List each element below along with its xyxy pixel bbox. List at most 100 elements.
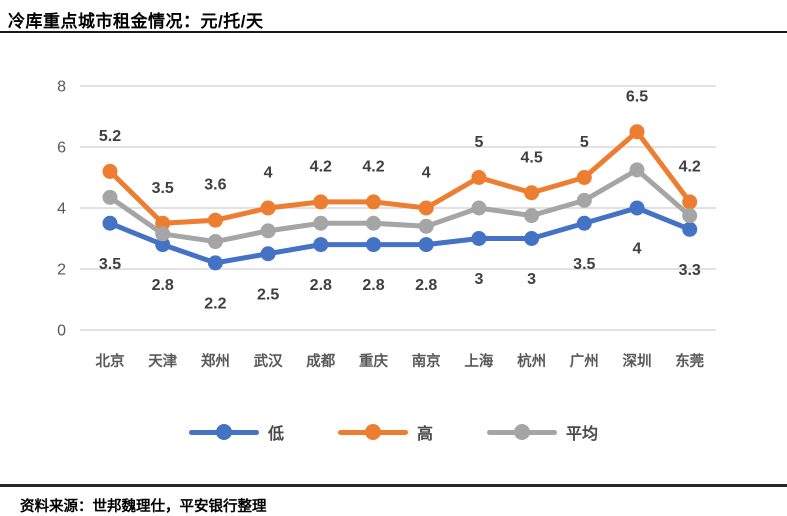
- data-label: 3.6: [204, 177, 226, 194]
- x-category-label: 武汉: [254, 352, 283, 370]
- legend-line-marker-high: [337, 424, 408, 440]
- data-point-marker: [629, 200, 645, 216]
- data-point-marker: [260, 200, 276, 216]
- y-tick-label: 4: [57, 201, 66, 218]
- data-point-marker: [418, 237, 434, 253]
- data-label: 3.5: [152, 180, 174, 197]
- series-高: 5.2 3.5 3.6 4 4.2 4.2 4 5 4.5 5 6.5 4.2: [99, 88, 701, 231]
- data-point-marker: [366, 215, 381, 231]
- rent-line-chart: 0 2 4 6 8 北京 天津 郑州 武汉 成都 重庆 南京 上海 杭州 广州 深圳 东莞 3.5 2.8 2.2 2.…: [57, 79, 716, 370]
- data-label: 5: [580, 134, 589, 151]
- data-point-marker: [471, 170, 487, 185]
- data-label: 2.8: [310, 277, 332, 294]
- data-point-marker: [418, 218, 434, 234]
- data-point-marker: [207, 212, 223, 228]
- data-label: 4.2: [679, 158, 701, 175]
- data-point-marker: [207, 234, 223, 250]
- legend-item-low: 低: [188, 420, 284, 444]
- legend-item-high: 高: [337, 420, 433, 444]
- x-category-label: 深圳: [623, 352, 652, 370]
- data-label: 4: [264, 165, 273, 182]
- data-point-marker: [524, 231, 540, 246]
- y-tick-label: 8: [57, 79, 66, 96]
- data-point-marker: [366, 194, 381, 210]
- data-point-marker: [524, 208, 540, 224]
- data-label: 2.8: [152, 277, 174, 294]
- data-point-marker: [155, 226, 171, 242]
- chart-title: 冷库重点城市租金情况：元/托/天: [8, 12, 264, 31]
- legend-line-marker-low: [188, 424, 259, 440]
- data-label: 4: [422, 165, 431, 182]
- legend-label-high: 高: [416, 426, 433, 443]
- data-point-marker: [155, 215, 171, 231]
- data-label: 5.2: [99, 128, 121, 145]
- data-label: 3.5: [573, 256, 595, 273]
- data-label: 4.5: [520, 149, 542, 166]
- data-point-marker: [471, 200, 487, 216]
- data-label: 2.8: [415, 277, 437, 294]
- data-label: 3: [527, 271, 536, 288]
- data-label: 3.5: [99, 256, 121, 273]
- data-point-marker: [629, 162, 645, 178]
- data-label: 4: [633, 241, 642, 258]
- series-line: [107, 167, 693, 245]
- series-line: [107, 129, 693, 226]
- legend-label-average: 平均: [566, 426, 599, 443]
- chart-header: 冷库重点城市租金情况：元/托/天: [0, 0, 787, 33]
- gridlines: [80, 85, 716, 331]
- legend-dot-icon: [514, 424, 530, 440]
- y-tick-label: 2: [57, 262, 66, 279]
- series-低: 3.5 2.8 2.2 2.5 2.8 2.8 2.8 3 3 3.5 4 3.3: [99, 200, 701, 312]
- data-label: 2.8: [362, 277, 384, 294]
- chart-legend: 低 高 平均: [0, 421, 787, 443]
- data-point-marker: [102, 163, 118, 179]
- source-text: 资料来源：世邦魏理仕，平安银行整理: [20, 499, 267, 515]
- data-point-marker: [418, 200, 434, 216]
- data-point-marker: [682, 221, 698, 237]
- series-平均: [102, 162, 698, 250]
- legend-label-low: 低: [267, 426, 284, 443]
- x-category-label: 成都: [306, 352, 335, 370]
- data-point-marker: [576, 192, 592, 208]
- x-category-label: 杭州: [517, 352, 546, 370]
- data-point-marker: [260, 223, 276, 239]
- data-point-marker: [102, 189, 118, 205]
- data-point-marker: [682, 208, 698, 224]
- x-axis-category-labels: 北京 天津 郑州 武汉 成都 重庆 南京 上海 杭州 广州 深圳 东莞: [96, 352, 705, 370]
- legend-line-marker-average: [487, 424, 557, 440]
- x-category-label: 北京: [96, 352, 125, 370]
- y-tick-label: 6: [57, 140, 66, 157]
- x-category-label: 东莞: [675, 352, 704, 370]
- data-point-marker: [313, 237, 329, 253]
- x-category-label: 南京: [412, 352, 441, 370]
- y-tick-label: 0: [57, 323, 66, 340]
- x-category-label: 天津: [148, 352, 177, 370]
- data-label: 2.2: [204, 295, 226, 312]
- data-label: 2.5: [257, 286, 279, 303]
- legend-dot-icon: [364, 424, 381, 440]
- data-point-marker: [102, 215, 118, 231]
- x-category-label: 郑州: [201, 352, 230, 370]
- legend-dot-icon: [215, 424, 232, 440]
- x-category-label: 重庆: [359, 352, 388, 370]
- data-point-marker: [155, 237, 171, 253]
- data-point-marker: [524, 185, 540, 201]
- data-point-marker: [682, 194, 698, 210]
- source-footer: 资料来源：世邦魏理仕，平安银行整理: [0, 484, 787, 516]
- data-label: 6.5: [626, 88, 648, 105]
- data-label: 4.2: [362, 158, 384, 175]
- data-point-marker: [576, 170, 592, 185]
- data-point-marker: [313, 215, 329, 231]
- data-point-marker: [576, 215, 592, 231]
- data-point-marker: [260, 246, 276, 262]
- y-axis-tick-labels: 0 2 4 6 8: [57, 79, 66, 340]
- data-point-marker: [366, 237, 381, 253]
- data-point-marker: [207, 255, 223, 271]
- series-line: [107, 205, 693, 266]
- data-label: 3: [474, 271, 483, 288]
- legend-item-average: 平均: [487, 420, 598, 444]
- data-point-marker: [629, 124, 645, 140]
- data-point-marker: [313, 194, 329, 210]
- data-label: 4.2: [310, 158, 332, 175]
